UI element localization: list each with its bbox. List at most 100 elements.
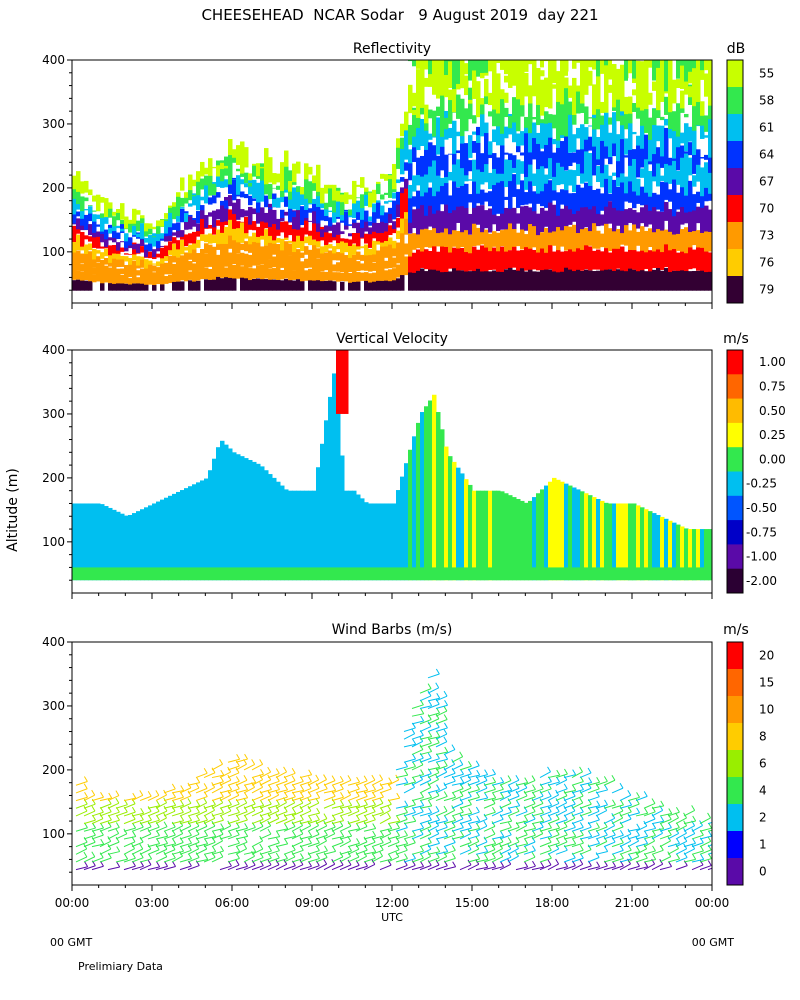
wind-barb — [163, 834, 176, 840]
velocity-cell — [596, 567, 601, 581]
wind-barb-flag — [459, 813, 464, 820]
reflectivity-cell — [76, 171, 81, 192]
reflectivity-cell — [552, 251, 557, 272]
velocity-cell — [348, 567, 353, 581]
reflectivity-cell — [428, 133, 433, 140]
wind-barb — [147, 843, 160, 848]
reflectivity-cell — [680, 60, 684, 66]
wind-barb — [211, 796, 224, 802]
wind-barb — [171, 804, 184, 809]
wind-barb — [443, 834, 456, 840]
wind-barb-flag — [492, 861, 497, 868]
reflectivity-cell — [356, 200, 361, 213]
wind-barb-flag — [499, 851, 504, 857]
wind-barb — [419, 787, 431, 794]
reflectivity-cell — [220, 241, 225, 253]
reflectivity-cell — [352, 219, 357, 223]
velocity-cell — [260, 567, 265, 581]
reflectivity-cell — [288, 224, 293, 236]
reflectivity-cell — [356, 231, 361, 247]
wind-barb — [203, 804, 216, 809]
reflectivity-cell — [404, 256, 409, 276]
reflectivity-cell — [428, 187, 433, 206]
wind-barb-flag — [643, 791, 648, 797]
wind-barb-flag — [380, 830, 385, 837]
reflectivity-cell — [368, 280, 373, 291]
reflectivity-cell — [676, 226, 681, 251]
reflectivity-cell — [568, 269, 573, 291]
reflectivity-cell — [324, 184, 329, 194]
wind-barb — [435, 771, 447, 779]
reflectivity-cell — [660, 175, 665, 181]
wind-barb — [171, 796, 184, 802]
reflectivity-cell — [344, 224, 349, 230]
reflectivity-cell — [520, 161, 525, 174]
wind-barb — [579, 803, 592, 809]
wind-barb — [187, 787, 200, 794]
colorbar-segment — [727, 568, 743, 594]
reflectivity-cell — [604, 164, 609, 179]
reflectivity-cell — [280, 270, 285, 280]
velocity-cell — [72, 503, 77, 581]
reflectivity-cell — [256, 194, 261, 213]
reflectivity-cell — [332, 264, 337, 272]
reflectivity-cell — [380, 246, 385, 260]
reflectivity-cell — [640, 108, 645, 149]
wind-barb — [611, 857, 624, 863]
reflectivity-cell — [704, 60, 709, 71]
reflectivity-cell — [212, 278, 217, 291]
wind-barb — [75, 781, 88, 786]
reflectivity-cell — [628, 60, 632, 74]
wind-barb-flag — [435, 682, 440, 689]
x-tick-label: 12:00 — [375, 896, 410, 910]
reflectivity-cell — [212, 166, 217, 169]
wind-barb — [563, 865, 576, 871]
wind-barb-flag — [500, 792, 505, 798]
velocity-cell — [456, 467, 461, 581]
wind-barb — [123, 818, 136, 825]
wind-barb-flag — [308, 837, 312, 844]
wind-barb — [627, 796, 640, 802]
velocity-cell — [508, 567, 513, 581]
velocity-cell — [240, 456, 245, 581]
reflectivity-cell — [468, 60, 472, 81]
colorbar-label: 67 — [759, 175, 774, 189]
wind-barb — [347, 788, 360, 794]
velocity-cell — [176, 491, 181, 581]
wind-barb — [651, 809, 663, 817]
reflectivity-cell — [456, 159, 461, 187]
velocity-cell — [532, 567, 537, 581]
reflectivity-cell — [508, 153, 513, 160]
reflectivity-cell — [228, 152, 233, 185]
wind-barb-flag — [412, 776, 416, 783]
wind-barb-flag — [308, 831, 313, 837]
wind-barb — [531, 866, 544, 871]
reflectivity-cell — [416, 170, 421, 186]
reflectivity-cell — [360, 272, 365, 281]
wind-barb — [659, 813, 672, 817]
wind-barb — [443, 772, 456, 779]
wind-barb-flag — [139, 790, 144, 796]
reflectivity-cell — [452, 202, 457, 231]
wind-barb — [651, 805, 664, 809]
reflectivity-cell — [512, 60, 517, 86]
wind-barb — [171, 820, 184, 825]
wind-barb — [451, 773, 464, 779]
reflectivity-cell — [120, 259, 125, 267]
reflectivity-cell — [652, 83, 657, 91]
reflectivity-cell — [240, 252, 245, 266]
wind-barb — [323, 826, 336, 832]
reflectivity-cell — [660, 270, 665, 291]
wind-barb-flag — [347, 859, 352, 866]
reflectivity-cell — [440, 211, 445, 233]
reflectivity-cell — [280, 247, 285, 261]
velocity-cell — [660, 516, 665, 581]
wind-barb — [651, 820, 664, 825]
reflectivity-cell — [684, 246, 689, 272]
wind-barb-flag — [275, 813, 280, 819]
wind-barb — [675, 848, 687, 855]
wind-barb — [251, 825, 264, 832]
wind-barb — [435, 765, 448, 771]
wind-barb — [211, 833, 224, 840]
wind-barb — [339, 779, 352, 786]
